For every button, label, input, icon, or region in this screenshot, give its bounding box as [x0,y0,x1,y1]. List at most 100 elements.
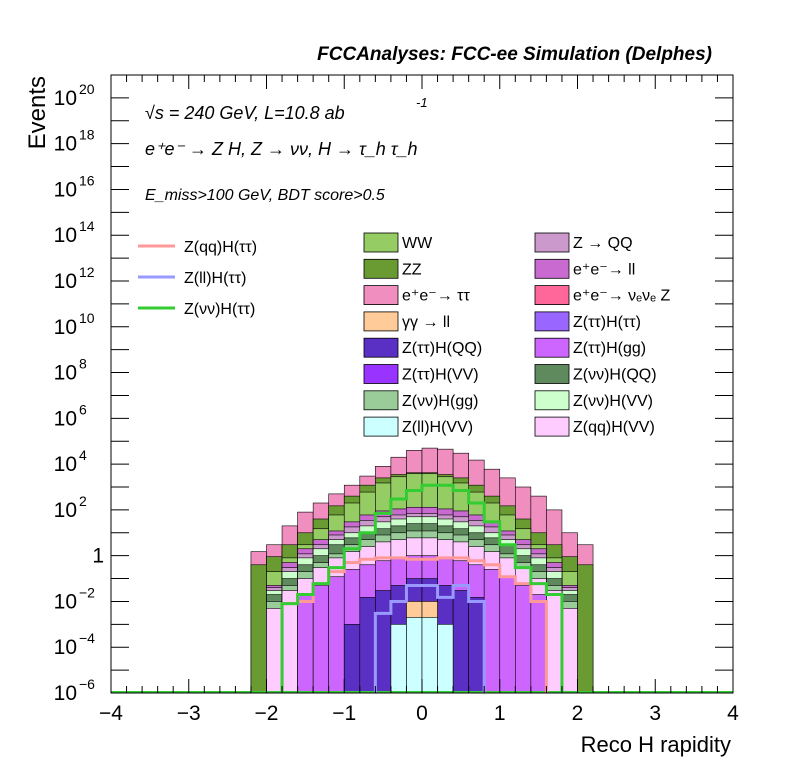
y-tick-label: 10 [54,87,77,110]
legend-fill-label: γγ → ll [402,314,450,331]
legend-fill-label: Z(ττ)H(ττ) [573,314,641,331]
legend-fill-label: Z(νν)H(VV) [573,393,653,410]
y-tick-exponent: −2 [79,584,95,600]
cuts-annotation: E_miss>100 GeV, BDT score>0.5 [145,187,385,204]
x-axis-ticks: −4 −3 −2 −1 0 1 2 3 4 [99,75,739,725]
legend-fill-label: e⁺e⁻→ ττ [402,288,470,305]
bin-9-18 [530,594,547,694]
bin-10-8 [375,590,392,694]
bin-9-5 [328,576,345,694]
legend-line-label: Z(νν)H(ττ) [184,301,255,318]
bin-10-6 [343,624,361,694]
y-tick-label: 10 [54,362,77,385]
y-tick-exponent: −4 [79,630,95,646]
bin-1-21 [577,564,594,694]
legend-fill-swatch [363,311,399,332]
y-tick-exponent: 8 [79,356,87,372]
legend-line-label: Z(qq)H(ττ) [184,239,257,256]
x-tick-label: 0 [416,702,428,725]
bin-12-11 [421,617,438,694]
legend-fill-swatch [363,285,399,306]
x-tick-label: 3 [649,702,661,725]
y-tick-label: 10 [54,453,77,476]
y-tick-label: 10 [54,590,77,613]
legend-fill-label: Z(ll)H(VV) [402,419,473,436]
x-tick-label: −3 [177,702,201,725]
bin-8-20 [561,608,578,694]
y-tick-label: 10 [54,682,77,705]
y-axis-label: Events [24,76,51,149]
bin-12-9 [390,624,407,694]
bin-10-14 [468,597,485,694]
energy-exponent: -1 [416,95,428,110]
legend: Z(qq)H(ττ) Z(ll)H(ττ) Z(νν)H(ττ) WW Z → QQ ZZ… [138,232,670,437]
x-tick-label: 2 [572,702,584,725]
bin-8-1 [266,608,283,694]
x-tick-label: −4 [99,702,123,725]
y-tick-exponent: −6 [79,676,95,692]
legend-fill-swatch [534,390,570,411]
bin-9-4 [312,585,329,694]
overlay-1 [373,583,486,693]
bin-9-16 [499,576,516,694]
legend-fill-swatch [534,337,570,358]
legend-fill-label: ZZ [402,261,422,278]
y-tick-label: 10 [54,270,77,293]
legend-fill-swatch [534,311,570,332]
overlay-2 [280,483,564,693]
bin-9-15 [483,569,501,694]
y-tick-exponent: 20 [79,81,95,97]
y-tick-label: 10 [54,178,77,201]
bin-9-17 [514,585,532,694]
y-tick-label: 10 [54,133,77,156]
legend-fill-swatch [534,258,570,279]
legend-fill-label: e⁺e⁻→ νₑνₑ Z [573,288,670,305]
y-tick-exponent: 14 [79,218,95,234]
legend-fill-swatch [534,285,570,306]
legend-fill-swatch [363,390,399,411]
legend-fill-label: Z(ττ)H(VV) [402,367,479,384]
bin-10-7 [359,597,376,694]
y-tick-label: 10 [54,316,77,339]
legend-fill-swatch [363,364,399,384]
legend-line-label: Z(ll)H(ττ) [184,270,246,287]
legend-fill-swatch [363,258,399,279]
legend-fill-label: Z(ττ)H(QQ) [402,340,482,357]
y-tick-exponent: 16 [79,172,95,188]
energy-annotation: √s = 240 GeV, L=10.8 ab [145,103,345,123]
legend-fill-label: Z(νν)H(gg) [402,393,478,410]
bin-9-3 [297,594,314,694]
legend-fill-swatch [363,232,399,253]
bin-8-2 [281,590,298,694]
legend-fill-label: e⁺e⁻→ ll [573,261,635,278]
y-tick-label: 10 [54,636,77,659]
y-tick-exponent: 18 [79,127,95,143]
legend-fill-swatch [363,337,399,358]
bin-10-13 [452,590,469,694]
legend-fill-label: WW [402,235,433,252]
x-tick-label: −2 [255,702,279,725]
signal-overlays [280,483,564,693]
legend-fill-swatch [363,416,399,437]
y-tick-label: 10 [54,407,77,430]
chart-title: FCCAnalyses: FCC-ee Simulation (Delphes) [317,44,712,65]
legend-fill-label: Z(qq)H(VV) [573,419,655,436]
y-tick-label: 10 [54,224,77,247]
legend-fill-label: Z → QQ [573,235,633,252]
x-axis-label: Reco H rapidity [581,732,731,757]
x-tick-label: 4 [727,702,739,725]
legend-fill-swatch [534,364,570,384]
bin-12-12 [437,624,454,694]
bin-12-10 [406,617,423,694]
legend-fill-label: Z(ττ)H(gg) [573,340,646,357]
y-tick-label: 1 [92,545,104,568]
legend-fill-label: Z(νν)H(QQ) [573,367,657,384]
y-tick-exponent: 6 [79,401,87,417]
legend-fill-swatch [534,416,570,437]
process-annotation: e⁺e⁻ → Z H, Z → νν, H → τ_h τ_h [145,139,418,159]
y-tick-exponent: 4 [79,447,87,463]
y-tick-exponent: 12 [79,264,95,280]
x-tick-label: 1 [494,702,506,725]
